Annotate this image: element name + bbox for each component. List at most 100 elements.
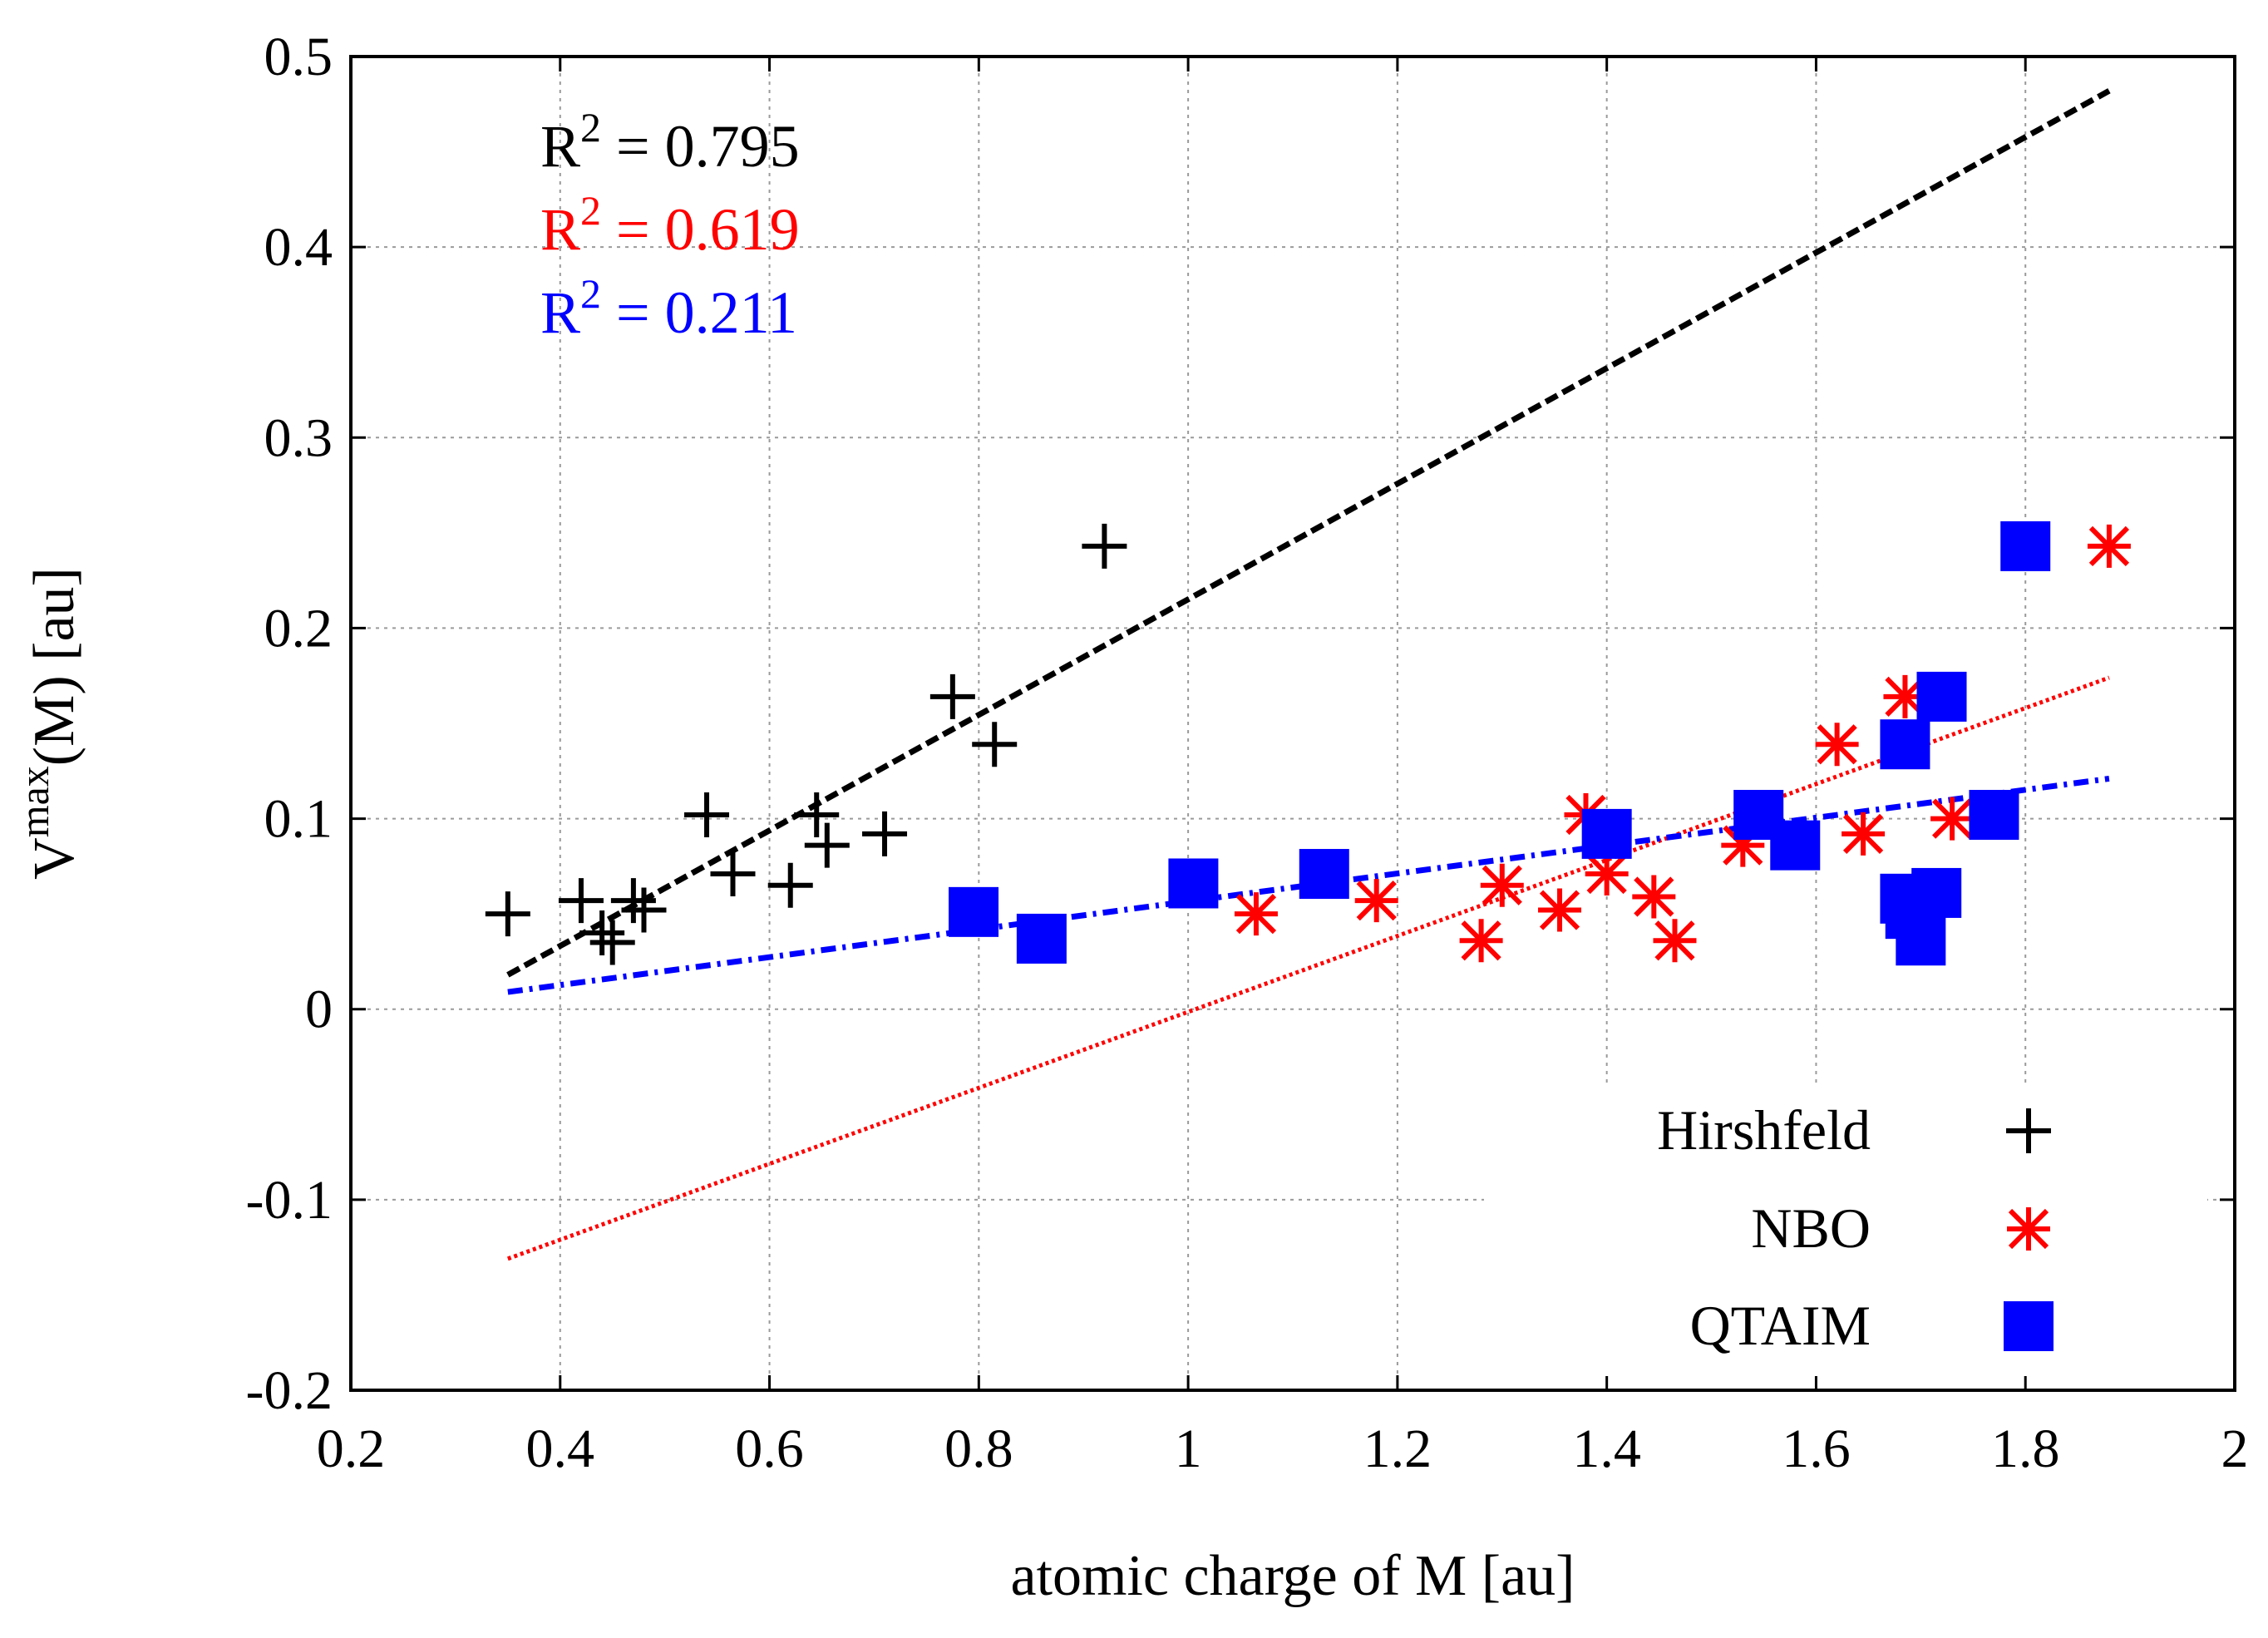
legend: Hirshfeld NBO QTAIM [1484,1085,2207,1376]
marker-stroke [1539,890,1580,930]
qtaim-point [949,886,999,937]
x-axis-label: atomic charge of M [au] [1011,1544,1575,1608]
marker-square [1299,849,1349,900]
plot-frame [349,55,2236,1392]
hirshfeld-point [589,920,635,965]
fit-lines [506,88,2111,1261]
marker-stroke [1586,853,1627,895]
hirshfeld-point [1082,523,1127,569]
marker-stroke [1931,798,1973,839]
marker-stroke [1461,920,1501,961]
marker-stroke [1482,865,1522,905]
qtaim-point [1168,858,1219,909]
y-axis-label-sup: max [11,766,57,837]
marker-square [2004,1301,2054,1351]
qtaim-point [1299,849,1349,900]
legend-label-qtaim: QTAIM [1690,1294,1871,1357]
legend-marker-qtaim [2004,1301,2054,1351]
qtaim-point [1896,915,1946,966]
marker-stroke [1235,894,1277,935]
hirshfeld-point [710,851,756,897]
marker-square [1896,915,1946,966]
x-tick-label: 1.4 [1572,1418,1641,1479]
r2-qtaim: R2 = 0.211 [540,270,797,346]
qtaim-point [1016,913,1067,964]
marker-square [1168,858,1219,909]
x-tick-label: 1 [1175,1418,1202,1479]
y-tick-label: 0.3 [264,407,333,468]
marker-square [1016,913,1067,964]
qtaim-point [1581,808,1632,859]
hirshfeld-point [794,792,840,837]
y-tick-label: -0.1 [246,1170,333,1231]
nbo-point [1585,852,1629,896]
r2-nbo: R2 = 0.619 [540,187,800,263]
qtaim-point [1916,671,1967,722]
hirshfeld-point [929,673,975,719]
tick-labels: 0.2 0.4 0.6 0.8 1 1.2 1.4 1.6 1.8 2 -0.2 -0.1 0 0.1 0.… [246,27,2249,1479]
x-tick-label: 0.4 [526,1418,595,1479]
marker-square [1911,867,1962,918]
x-tick-label: 0.8 [944,1418,1013,1479]
marker-square [1581,808,1632,859]
hirshfeld-point [558,878,604,924]
nbo-point [1632,875,1676,919]
qtaim-point [1770,820,1821,871]
y-tick-label: -0.2 [246,1360,333,1421]
hirshfeld-point [579,910,625,956]
qtaim-point [1880,719,1930,770]
hirshfeld-point [972,722,1018,767]
y-axis-label-rest: (M) [au] [22,567,86,766]
nbo-point [1930,797,1975,841]
y-tick-label: 0 [305,979,333,1040]
nbo-fit-line [506,675,2110,1261]
y-tick-label: 0.1 [264,789,333,850]
legend-markers [2004,1108,2054,1351]
qtaim-point [1969,789,2019,840]
legend-marker-nbo [2007,1207,2050,1251]
marker-stroke [1356,880,1397,921]
marker-square [1969,789,2019,840]
legend-label-nbo: NBO [1751,1196,1871,1260]
r2-annotations: R2 = 0.795 R2 = 0.619 R2 = 0.211 [540,104,800,346]
hirshfeld-point [684,792,730,837]
nbo-point [1815,723,1859,767]
y-tick-label: 0.5 [264,27,333,87]
hirshfeld-point [621,887,667,933]
marker-stroke [1654,920,1695,961]
x-tick-label: 1.6 [1782,1418,1851,1479]
hirshfeld-point [485,891,530,937]
nbo-point [1653,919,1697,963]
qtaim-point [2000,521,2051,571]
y-tick-label: 0.4 [264,217,333,278]
nbo-point [1480,863,1524,907]
y-axis-label: Vmax(M) [au] [11,567,86,880]
y-axis-label-base: V [22,837,86,880]
marker-square [2000,521,2051,571]
marker-square [949,886,999,937]
nbo-point [1538,888,1582,932]
x-tick-label: 2 [2221,1418,2249,1479]
x-tick-label: 1.8 [1991,1418,2060,1479]
marker-square [1916,671,1967,722]
x-tick-label: 0.6 [735,1418,804,1479]
marker-stroke [1817,724,1857,765]
hirshfeld-point [804,822,850,868]
grid [351,57,2235,1390]
qtaim-point [1911,867,1962,918]
nbo-point [2087,524,2131,568]
marker-stroke [2088,525,2130,567]
legend-marker-hirshfeld [2006,1108,2051,1153]
marker-stroke [2008,1208,2049,1250]
marker-stroke [1634,876,1674,917]
x-tick-label: 1.2 [1363,1418,1432,1479]
x-tick-label: 0.2 [317,1418,386,1479]
y-tick-label: 0.2 [264,598,333,659]
data-points [485,521,2131,966]
nbo-point [1354,879,1398,923]
hirshfeld-point [610,878,656,924]
legend-label-hirshfeld: Hirshfeld [1657,1098,1871,1162]
nbo-point [1459,919,1503,963]
nbo-point [1842,812,1886,856]
